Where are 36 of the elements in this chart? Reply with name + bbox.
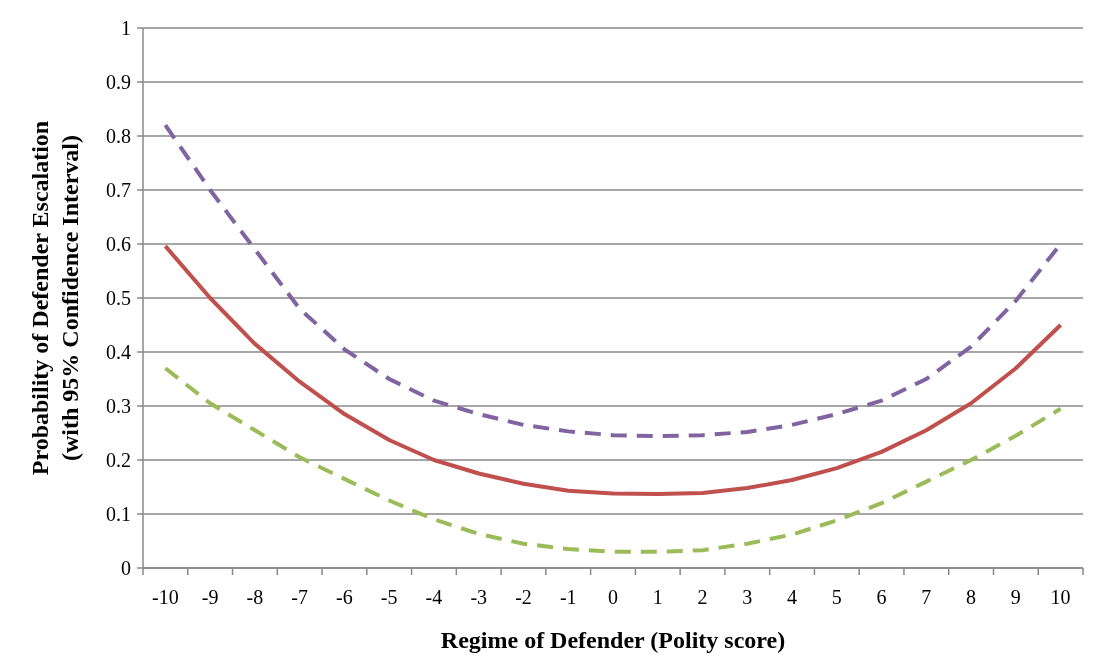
y-tick-label: 0.7: [106, 179, 131, 201]
y-tick-label: 0.3: [106, 395, 131, 417]
x-tick-label: 5: [831, 586, 842, 608]
x-tick-label: 2: [697, 586, 708, 608]
x-tick-label: -1: [559, 586, 577, 608]
x-tick-label: 9: [1010, 586, 1021, 608]
x-tick-label: -6: [336, 586, 353, 608]
x-tick-label: -4: [425, 586, 443, 608]
x-axis-title: Regime of Defender (Polity score): [440, 627, 786, 653]
y-tick-label: 0.8: [106, 125, 131, 147]
y-tick-label: 0.9: [106, 71, 131, 93]
line-series: [163, 244, 1063, 497]
x-tick-label: -9: [201, 586, 219, 608]
x-tick-label: 3: [742, 586, 753, 608]
y-tick-label: 0.1: [106, 503, 131, 525]
x-tick-label: 6: [876, 586, 887, 608]
y-tick-label: 0.6: [106, 233, 131, 255]
line-series: [163, 366, 1063, 554]
x-tick-label: -7: [291, 586, 308, 608]
x-tick-label: -2: [515, 586, 532, 608]
x-tick-label: 10: [1050, 586, 1071, 608]
x-tick-label: -3: [470, 586, 488, 608]
x-tick-label: -10: [152, 586, 179, 608]
x-tick-label: -5: [380, 586, 398, 608]
x-tick-label: 4: [787, 586, 798, 608]
y-tick-label: 0: [121, 557, 131, 579]
x-tick-label: 7: [921, 586, 932, 608]
y-tick-label: 0.2: [106, 449, 131, 471]
y-tick-label: 0.4: [106, 341, 131, 363]
y-tick-label: 0.5: [106, 287, 131, 309]
x-tick-label: 1: [652, 586, 663, 608]
y-axis-title: Probability of Defender Escalation (with 95% Confidence Interval): [27, 120, 83, 476]
x-tick-label: 8: [966, 586, 977, 608]
x-tick-label: -8: [246, 586, 264, 608]
x-tick-label: 0: [608, 586, 618, 608]
y-tick-label: 1: [121, 17, 131, 39]
